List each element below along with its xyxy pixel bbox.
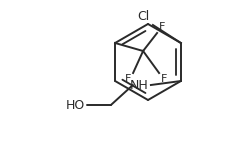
Text: HO: HO xyxy=(66,99,85,111)
Text: Cl: Cl xyxy=(138,10,150,23)
Text: F: F xyxy=(159,22,165,32)
Text: NH: NH xyxy=(130,78,149,92)
Text: F: F xyxy=(161,74,168,84)
Text: F: F xyxy=(125,74,131,84)
